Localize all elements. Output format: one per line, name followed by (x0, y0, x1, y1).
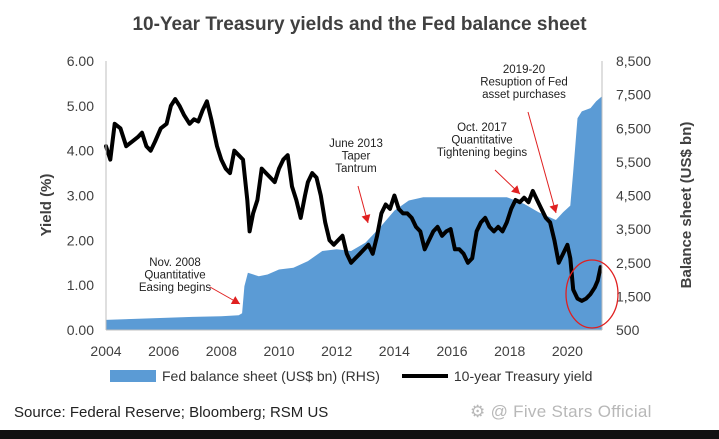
watermark: ⚙ @ Five Stars Official (470, 402, 652, 421)
y-right-tick-label: 5,500 (616, 154, 651, 170)
x-tick-label: 2008 (206, 343, 237, 359)
source-note: Source: Federal Reserve; Bloomberg; RSM … (14, 404, 329, 421)
y-left-tick-label: 4.00 (67, 143, 94, 159)
right-axis-ticks: 500 1,500 2,500 3,500 4,500 5,500 6,500 7,500 8,… (616, 53, 651, 338)
y-left-tick-label: 5.00 (67, 98, 94, 114)
annotation-arrowhead (230, 296, 240, 304)
x-tick-label: 2006 (148, 343, 179, 359)
y-left-tick-label: 0.00 (67, 322, 94, 338)
legend-swatch-balance-sheet (110, 370, 156, 382)
y-left-tick-label: 3.00 (67, 188, 94, 204)
y-right-tick-label: 7,500 (616, 87, 651, 103)
annotation-text: Oct. 2017 Quantitative Tightening begins (437, 122, 528, 159)
x-tick-label: 2004 (90, 343, 121, 359)
annotations: Nov. 2008 Quantitative Easing begins June 2… (139, 64, 568, 305)
y-right-tick-label: 500 (616, 322, 640, 338)
y-right-tick-label: 3,500 (616, 221, 651, 237)
legend: Fed balance sheet (US$ bn) (RHS) 10-year… (110, 368, 592, 384)
annotation-arrowhead (511, 185, 520, 194)
axes (105, 61, 603, 331)
annotation-arrowhead (361, 214, 371, 223)
watermark-text: Five Stars Official (513, 402, 652, 421)
x-tick-label: 2018 (494, 343, 525, 359)
y-right-tick-label: 8,500 (616, 53, 651, 69)
y-left-tick-label: 1.00 (67, 277, 94, 293)
y-axis-left-label: Yield (%) (38, 174, 55, 237)
annotation-arrowhead (549, 204, 559, 213)
balance-sheet-area (106, 96, 602, 330)
x-tick-label: 2014 (379, 343, 410, 359)
y-axis-right-label: Balance sheet (US$ bn) (678, 122, 695, 289)
x-tick-label: 2016 (436, 343, 467, 359)
y-right-tick-label: 6,500 (616, 120, 651, 136)
treasury-yield-line (104, 97, 603, 303)
highlight-ellipse (565, 259, 619, 329)
x-tick-label: 2020 (552, 343, 583, 359)
y-left-tick-label: 2.00 (67, 232, 94, 248)
annotation-text: 2019-20 Resuption of Fed asset purchases (480, 64, 568, 101)
chart-title: 10-Year Treasury yields and the Fed bala… (132, 14, 587, 35)
annotation-text: Nov. 2008 Quantitative Easing begins (139, 257, 211, 294)
annotation-text: June 2013 Taper Tantrum (329, 138, 383, 175)
legend-label-yield: 10-year Treasury yield (453, 368, 593, 384)
x-tick-label: 2010 (263, 343, 294, 359)
bottom-border (0, 430, 719, 439)
x-axis-ticks: 2004 2006 2008 2010 2012 2014 2016 2018 2020 (90, 343, 583, 359)
legend-label-balance-sheet: Fed balance sheet (US$ bn) (RHS) (162, 368, 380, 384)
legend-swatch-yield (401, 374, 448, 378)
left-axis-ticks: 0.00 1.00 2.00 3.00 4.00 5.00 6.00 (67, 53, 94, 338)
y-right-tick-label: 1,500 (616, 288, 651, 304)
y-left-tick-label: 6.00 (67, 53, 94, 69)
y-right-tick-label: 4,500 (616, 188, 651, 204)
annotation-arrow-line (527, 111, 557, 214)
x-tick-label: 2012 (321, 343, 352, 359)
y-right-tick-label: 2,500 (616, 255, 651, 271)
